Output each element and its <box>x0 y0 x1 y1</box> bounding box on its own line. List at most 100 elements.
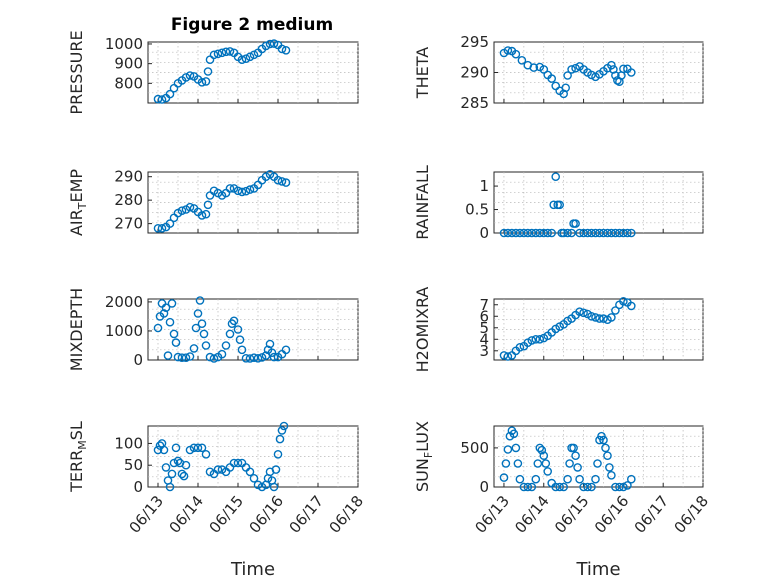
data-point <box>197 78 207 87</box>
data-point <box>153 94 163 104</box>
data-point <box>177 469 187 479</box>
y-tick-label: 295 <box>460 33 489 51</box>
x-tick-label: 06/18 <box>670 492 712 537</box>
y-tick-label: 270 <box>114 215 143 233</box>
y-tick-label: 7 <box>479 296 489 314</box>
data-point <box>607 313 616 322</box>
data-point <box>279 421 289 431</box>
y-tick-label: 0 <box>133 351 143 369</box>
data-point <box>269 39 279 48</box>
data-point <box>531 228 541 238</box>
data-point <box>273 449 283 459</box>
data-point <box>197 211 207 220</box>
data-point <box>157 223 167 233</box>
x-tick-label: 06/16 <box>245 492 287 537</box>
data-point <box>165 89 175 99</box>
x-tick-label: 06/13 <box>125 492 167 537</box>
data-point <box>501 459 511 468</box>
data-point <box>551 482 561 492</box>
data-point <box>509 429 519 439</box>
data-point <box>627 228 636 238</box>
y-tick-label: 100 <box>114 434 143 452</box>
data-point <box>595 314 604 323</box>
data-point <box>507 228 517 238</box>
data-point <box>271 465 281 474</box>
data-point <box>515 474 525 484</box>
data-point <box>261 41 271 51</box>
data-point <box>173 352 183 362</box>
data-point <box>267 348 277 358</box>
data-point <box>611 71 620 80</box>
data-point <box>237 187 247 197</box>
data-point <box>171 338 181 347</box>
y-tick-label: 280 <box>114 191 143 209</box>
x-tick-label: 06/14 <box>165 492 207 537</box>
data-point <box>511 443 521 453</box>
data-point <box>619 296 628 306</box>
data-point <box>203 200 213 210</box>
data-point <box>511 228 521 238</box>
data-point <box>233 325 243 334</box>
data-point <box>165 219 175 228</box>
data-point <box>587 70 596 80</box>
data-point <box>579 308 588 318</box>
y-tick-label: 6 <box>479 307 489 325</box>
data-point <box>167 469 177 479</box>
data-point <box>513 459 523 468</box>
y-tick-label: 1000 <box>105 322 143 340</box>
data-point <box>591 228 600 238</box>
figure-title: Figure 2 medium <box>171 15 333 35</box>
subplot-air-temp: 270 280 290 AIRTEMP <box>67 168 359 236</box>
data-point <box>575 307 584 317</box>
data-point <box>189 443 199 453</box>
data-point <box>269 352 279 362</box>
data-point <box>229 458 239 468</box>
data-point <box>201 77 211 86</box>
y-tick-label: 5 <box>479 319 489 337</box>
y-tick-label: 290 <box>460 64 489 82</box>
data-point <box>571 219 580 228</box>
data-point <box>201 341 211 350</box>
data-point <box>203 67 213 76</box>
data-point <box>225 47 235 56</box>
y-axis-label: MIXDEPTH <box>67 288 86 371</box>
data-point <box>245 185 255 194</box>
y-tick-label: 2000 <box>105 293 143 311</box>
data-point <box>627 68 636 77</box>
data-point <box>583 482 592 492</box>
y-tick-label: 1000 <box>105 35 143 53</box>
data-point <box>605 463 614 472</box>
y-tick-label: 500 <box>460 439 489 457</box>
data-point <box>171 443 181 453</box>
data-point <box>555 200 565 210</box>
data-point <box>153 445 163 455</box>
subplot-rainfall: 0 0.5 1 RAINFALL <box>413 165 704 242</box>
data-point <box>619 64 628 74</box>
y-tick-label: 0 <box>479 224 489 242</box>
y-tick-label: 1 <box>479 177 489 195</box>
data-point <box>221 341 231 350</box>
x-tick-label: 06/13 <box>471 492 513 537</box>
data-point <box>549 200 559 210</box>
data-point <box>539 65 549 74</box>
data-point <box>503 228 513 238</box>
y-tick-label: 4 <box>479 330 489 348</box>
y-tick-label: 285 <box>460 94 489 112</box>
data-point <box>181 73 191 82</box>
data-point <box>539 451 549 461</box>
data-point <box>587 311 596 321</box>
x-tick-label: 06/18 <box>325 492 367 537</box>
data-point <box>199 329 209 339</box>
data-point <box>235 335 245 345</box>
data-point <box>181 460 191 470</box>
y-tick-label: 50 <box>124 456 143 474</box>
data-point <box>611 306 620 315</box>
data-point <box>249 473 259 483</box>
data-point <box>165 482 175 492</box>
data-point <box>523 482 533 492</box>
data-point <box>599 435 608 445</box>
data-point <box>537 445 547 455</box>
data-point <box>573 463 582 472</box>
data-point <box>221 47 231 57</box>
